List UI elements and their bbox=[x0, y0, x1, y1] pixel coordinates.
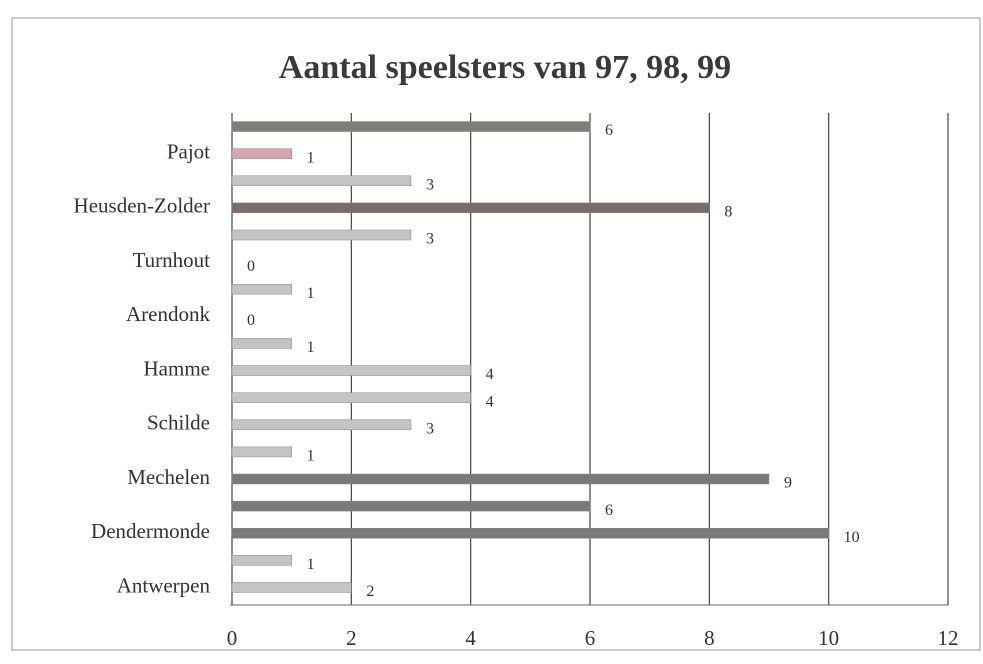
category-label: Antwerpen bbox=[117, 573, 211, 597]
value-label: 9 bbox=[784, 475, 792, 492]
category-label: Turnhout bbox=[133, 248, 211, 272]
bar bbox=[231, 473, 770, 485]
bar bbox=[231, 148, 292, 159]
category-label: Hamme bbox=[144, 356, 210, 380]
value-label: 1 bbox=[307, 339, 315, 356]
value-label: 10 bbox=[844, 529, 860, 546]
value-label: 1 bbox=[307, 149, 315, 166]
value-label: 3 bbox=[426, 231, 434, 248]
value-label: 4 bbox=[486, 366, 494, 383]
value-label: 1 bbox=[307, 448, 315, 465]
bar bbox=[231, 500, 591, 512]
category-label: Heusden-Zolder bbox=[74, 194, 210, 218]
value-label: 0 bbox=[247, 312, 255, 329]
value-label: 1 bbox=[307, 285, 315, 302]
value-label: 3 bbox=[426, 420, 434, 437]
value-label: 4 bbox=[486, 393, 494, 410]
x-tick-label: 4 bbox=[465, 626, 476, 650]
bar bbox=[231, 419, 412, 431]
category-label: Pajot bbox=[167, 139, 210, 163]
bar bbox=[231, 338, 292, 349]
category-label: Arendonk bbox=[126, 302, 210, 326]
x-tick-label: 12 bbox=[938, 626, 959, 650]
bar bbox=[231, 202, 710, 214]
x-tick-label: 6 bbox=[585, 626, 596, 650]
x-tick-label: 10 bbox=[818, 626, 839, 650]
bar bbox=[231, 582, 352, 593]
bar bbox=[231, 283, 292, 295]
bar bbox=[231, 365, 471, 376]
bar bbox=[231, 555, 292, 566]
x-tick-label: 2 bbox=[346, 626, 357, 650]
chart-frame bbox=[11, 17, 981, 651]
chart-title: Aantal speelsters van 97, 98, 99 bbox=[279, 49, 731, 86]
value-label: 6 bbox=[605, 122, 613, 139]
x-tick-label: 0 bbox=[227, 626, 238, 650]
category-label: Mechelen bbox=[127, 465, 210, 489]
category-label: Schilde bbox=[147, 411, 210, 435]
bar bbox=[231, 175, 412, 187]
bar bbox=[231, 392, 471, 403]
bar bbox=[231, 527, 829, 539]
value-label: 1 bbox=[307, 556, 315, 573]
value-label: 2 bbox=[366, 583, 374, 600]
value-label: 6 bbox=[605, 502, 613, 519]
bar bbox=[231, 121, 591, 132]
value-label: 0 bbox=[247, 258, 255, 275]
category-label: Dendermonde bbox=[91, 519, 210, 543]
bar bbox=[231, 446, 292, 458]
value-label: 8 bbox=[724, 204, 732, 221]
bar bbox=[231, 229, 412, 241]
value-label: 3 bbox=[426, 176, 434, 193]
x-tick-label: 8 bbox=[704, 626, 715, 650]
